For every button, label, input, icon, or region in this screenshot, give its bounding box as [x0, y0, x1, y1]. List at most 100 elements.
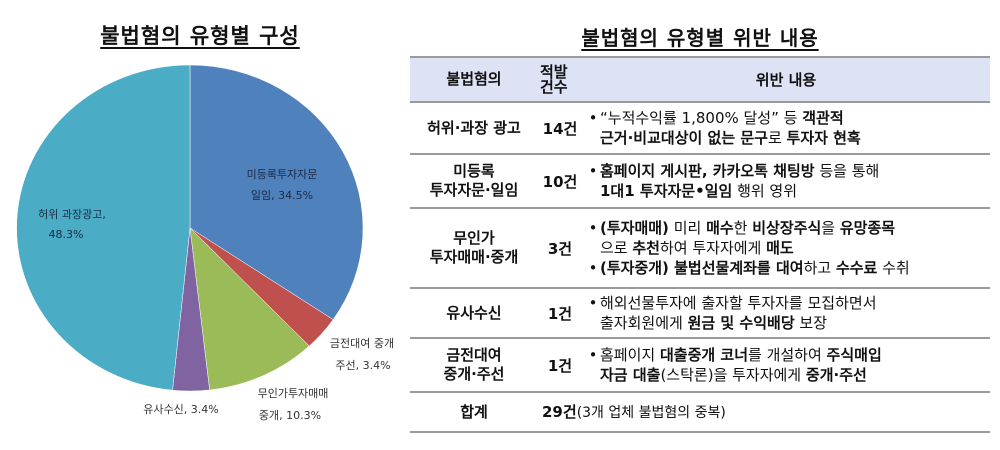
emphasis-text: 원금 및 수익배당 [687, 314, 795, 332]
bullet-line2: 출자회원에게 원금 및 수익배당 보장 [600, 313, 990, 333]
pie-chart-title-text: 불법혐의 유형별 구성 [100, 24, 300, 48]
row-type-line1: 허위·과장 광고 [427, 118, 521, 137]
pie-label-trading-l1: 무인가투자매매 [258, 387, 329, 400]
bullet-text: (투자중개) 불법선물계좌를 대여하고 수수료 수취 [600, 258, 990, 278]
plain-text: 을 [821, 219, 840, 237]
table-row: 무인가 투자매매·중개 3건 • (투자매매) 미리 매수한 비상장주식을 유망종목 으로… [410, 208, 990, 289]
row-count-cell: 10건 [538, 154, 582, 209]
total-count: 29건 [542, 402, 577, 421]
row-detail-cell: • “누적수익률 1,800% 달성” 등 객관적 근거·비교대상이 없는 문구로 … [582, 102, 990, 155]
table-title-text: 불법혐의 유형별 위반 내용 [581, 26, 819, 50]
bullet-dot-icon: • [588, 259, 598, 277]
table-header-row: 불법혐의 적발 건수 위반 내용 [410, 56, 990, 103]
bullet-dot-icon: • [588, 346, 598, 364]
row-detail-cell: • 홈페이지 게시판, 카카오톡 채팅방 등을 통해 1대1 투자자문•일임 행위 … [582, 154, 990, 209]
row-detail-cell: • 해외선물투자에 출자할 투자자를 모집하면서 출자회원에게 원금 및 수익배당 … [582, 288, 990, 339]
row-type-cell: 허위·과장 광고 [410, 102, 538, 155]
pie-chart-title: 불법혐의 유형별 구성 [0, 20, 400, 50]
plain-text: 미리 [668, 219, 707, 237]
plain-text: 으로 [600, 239, 633, 257]
total-value-cell: 29건(3개 업체 불법혐의 중복) [538, 392, 990, 433]
total-label: 합계 [410, 392, 538, 433]
emphasis-text: 투자자 현혹 [786, 129, 861, 147]
header-count-line1: 적발 [540, 62, 568, 81]
pie-label-fundraising: 유사수신, 3.4% [143, 403, 218, 416]
pie-slice-unlicensed-trading [189, 227, 310, 391]
table-row: 유사수신 1건 • 해외선물투자에 출자할 투자자를 모집하면서 출자회원에게 원금 및… [410, 288, 990, 339]
emphasis-text: 비상장주식 [752, 219, 822, 237]
plain-text: 행위 영위 [732, 182, 798, 200]
plain-text: 출자회원에게 [600, 314, 688, 332]
header-type: 불법혐의 [410, 56, 538, 103]
table-row: 금전대여 중개·주선 1건 • 홈페이지 대출중개 코너를 개설하여 주식매입 자금 대출… [410, 338, 990, 393]
table-total-row: 합계 29건(3개 업체 불법혐의 중복) [410, 392, 990, 433]
pie-slice-false-advertising [16, 64, 191, 391]
bullet-line2: 1대1 투자자문•일임 행위 영위 [600, 181, 990, 201]
row-type-line1: 유사수신 [446, 303, 502, 322]
pie-label-lending-l1: 금전대여 중개 [330, 337, 394, 350]
detail-bullet: • 홈페이지 대출중개 코너를 개설하여 주식매입 자금 대출(스탁론)을 투자자에… [586, 345, 990, 385]
plain-text: 하고 [803, 259, 836, 277]
row-type-cell: 유사수신 [410, 288, 538, 339]
pie-label-unregistered-l2: 일임, 34.5% [251, 188, 313, 202]
emphasis-text: 근거·비교대상이 없는 문구 [600, 129, 768, 147]
detail-bullet: • (투자중개) 불법선물계좌를 대여하고 수수료 수취 [586, 258, 990, 278]
pie-chart: 미등록투자자문 일임, 34.5% 금전대여 중개 주선, 3.4% 무인가투자… [16, 64, 394, 422]
row-type-line2: 중개·주선 [443, 365, 505, 383]
emphasis-text: 수수료 [835, 259, 878, 277]
detail-bullet: • (투자매매) 미리 매수한 비상장주식을 유망종목 으로 추천하여 투자자에게 … [586, 218, 990, 258]
bullet-line2: 근거·비교대상이 없는 문구로 투자자 현혹 [600, 128, 990, 148]
row-type-line2: 투자자문·일임 [429, 181, 519, 199]
row-count-cell: 1건 [538, 288, 582, 339]
bullet-line2: 으로 추천하여 투자자에게 매도 [600, 238, 990, 258]
plain-text: 하여 투자자에게 [659, 239, 767, 257]
header-count-line2: 건수 [540, 77, 568, 96]
plain-text: 를 개설하여 [748, 346, 827, 364]
bullet-text: 홈페이지 대출중개 코너를 개설하여 주식매입 자금 대출(스탁론)을 투자자에게… [600, 345, 990, 385]
pie-label-lending-l2: 주선, 3.4% [335, 359, 390, 372]
emphasis-text: 객관적 [802, 109, 844, 127]
row-type-cell: 미등록 투자자문·일임 [410, 154, 538, 209]
row-count-cell: 14건 [538, 102, 582, 155]
bullet-text: “누적수익률 1,800% 달성” 등 객관적 근거·비교대상이 없는 문구로 투… [600, 108, 990, 148]
header-detail: 위반 내용 [582, 56, 990, 103]
bullet-text: 홈페이지 게시판, 카카오톡 채팅방 등을 통해 1대1 투자자문•일임 행위 영… [600, 161, 990, 201]
plain-text: 로 [767, 129, 787, 147]
table-row: 미등록 투자자문·일임 10건 • 홈페이지 게시판, 카카오톡 채팅방 등을 통해 1대… [410, 154, 990, 209]
total-note: (3개 업체 불법혐의 중복) [576, 404, 726, 421]
bullet-line1: (투자매매) 미리 매수한 비상장주식을 유망종목 [600, 218, 990, 238]
emphasis-text: 매수 [706, 219, 734, 237]
pie-label-false-ad-l1: 허위 과장광고, [38, 208, 106, 221]
emphasis-text: 주식매입 [826, 346, 882, 364]
plain-text: “누적수익률 1,800% 달성” 등 [600, 109, 803, 127]
bullet-line1: “누적수익률 1,800% 달성” 등 객관적 [600, 108, 990, 128]
emphasis-text: 중개·주선 [805, 366, 867, 384]
row-detail-cell: • (투자매매) 미리 매수한 비상장주식을 유망종목 으로 추천하여 투자자에게 … [582, 208, 990, 289]
pie-label-false-ad-l2: 48.3% [49, 228, 84, 241]
row-type-line1: 무인가 [453, 229, 495, 247]
emphasis-text: 1대1 투자자문•일임 [600, 182, 733, 200]
pie-label-trading-l2: 중개, 10.3% [259, 409, 321, 422]
row-type-line1: 미등록 [453, 162, 495, 180]
detail-bullet: • 홈페이지 게시판, 카카오톡 채팅방 등을 통해 1대1 투자자문•일임 행위 … [586, 161, 990, 201]
emphasis-text: 추천 [632, 239, 660, 257]
header-count: 적발 건수 [538, 56, 582, 103]
table-row: 허위·과장 광고 14건 • “누적수익률 1,800% 달성” 등 객관적 근거·비교… [410, 102, 990, 155]
emphasis-text: 홈페이지 게시판, 카카오톡 채팅방 [600, 162, 815, 180]
row-type-line1: 금전대여 [446, 346, 502, 364]
pie-label-unregistered-l1: 미등록투자자문 [247, 168, 318, 181]
bullet-dot-icon: • [588, 294, 598, 312]
plain-text: (스탁론)을 투자자에게 [660, 366, 806, 384]
row-type-line2: 투자매매·중개 [429, 248, 519, 266]
emphasis-text: 자금 대출 [600, 366, 661, 384]
violation-table: 불법혐의 적발 건수 위반 내용 허위·과장 광고 14건 • “누적수익률 1,80… [410, 56, 990, 433]
table-title: 불법혐의 유형별 위반 내용 [410, 22, 990, 51]
bullet-line2: 자금 대출(스탁론)을 투자자에게 중개·주선 [600, 365, 990, 385]
emphasis-text: 대출중개 코너 [659, 346, 748, 364]
emphasis-text: (투자중개) 불법선물계좌를 대여 [600, 259, 804, 277]
plain-text: 홈페이지 [600, 346, 660, 364]
emphasis-text: 유망종목 [839, 219, 896, 237]
plain-text: 보장 [794, 314, 827, 332]
plain-text: 수취 [877, 259, 910, 277]
bullet-line1: 홈페이지 게시판, 카카오톡 채팅방 등을 통해 [600, 161, 990, 181]
